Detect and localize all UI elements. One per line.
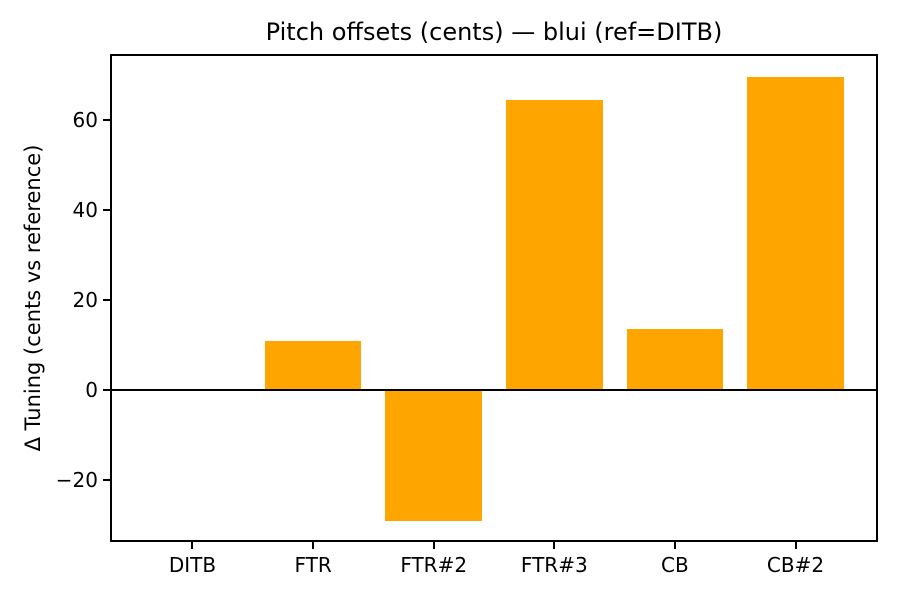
y-tick-mark (103, 479, 110, 482)
y-tick-label: 60 (72, 107, 98, 132)
y-tick-mark (103, 208, 110, 211)
y-tick-mark (103, 389, 110, 392)
x-tick-mark (432, 542, 435, 549)
x-tick-label: CB (661, 553, 689, 577)
x-tick-label: FTR#3 (520, 553, 588, 577)
x-tick-label: FTR (294, 553, 332, 577)
y-tick-label: 0 (85, 378, 98, 403)
y-tick-label: −20 (55, 468, 98, 493)
y-tick-label: 20 (72, 288, 98, 313)
x-tick-mark (673, 542, 676, 549)
bar-ftr-3 (506, 99, 603, 391)
y-tick-mark (103, 299, 110, 302)
bar-ftr (264, 341, 362, 391)
x-tick-label: FTR#2 (400, 553, 468, 577)
bar-cb-2 (747, 76, 844, 391)
x-tick-mark (553, 542, 556, 549)
x-tick-label: DITB (168, 553, 217, 577)
x-tick-mark (312, 542, 315, 549)
chart-title: Pitch offsets (cents) — blui (ref=DITB) (265, 18, 723, 46)
bar-cb (626, 328, 724, 391)
x-tick-label: CB#2 (766, 553, 825, 577)
x-tick-mark (191, 542, 194, 549)
y-tick-label: 40 (72, 197, 98, 222)
y-tick-mark (103, 118, 110, 121)
bar-ftr-2 (385, 390, 482, 521)
x-tick-mark (794, 542, 797, 549)
zero-baseline (110, 389, 878, 392)
